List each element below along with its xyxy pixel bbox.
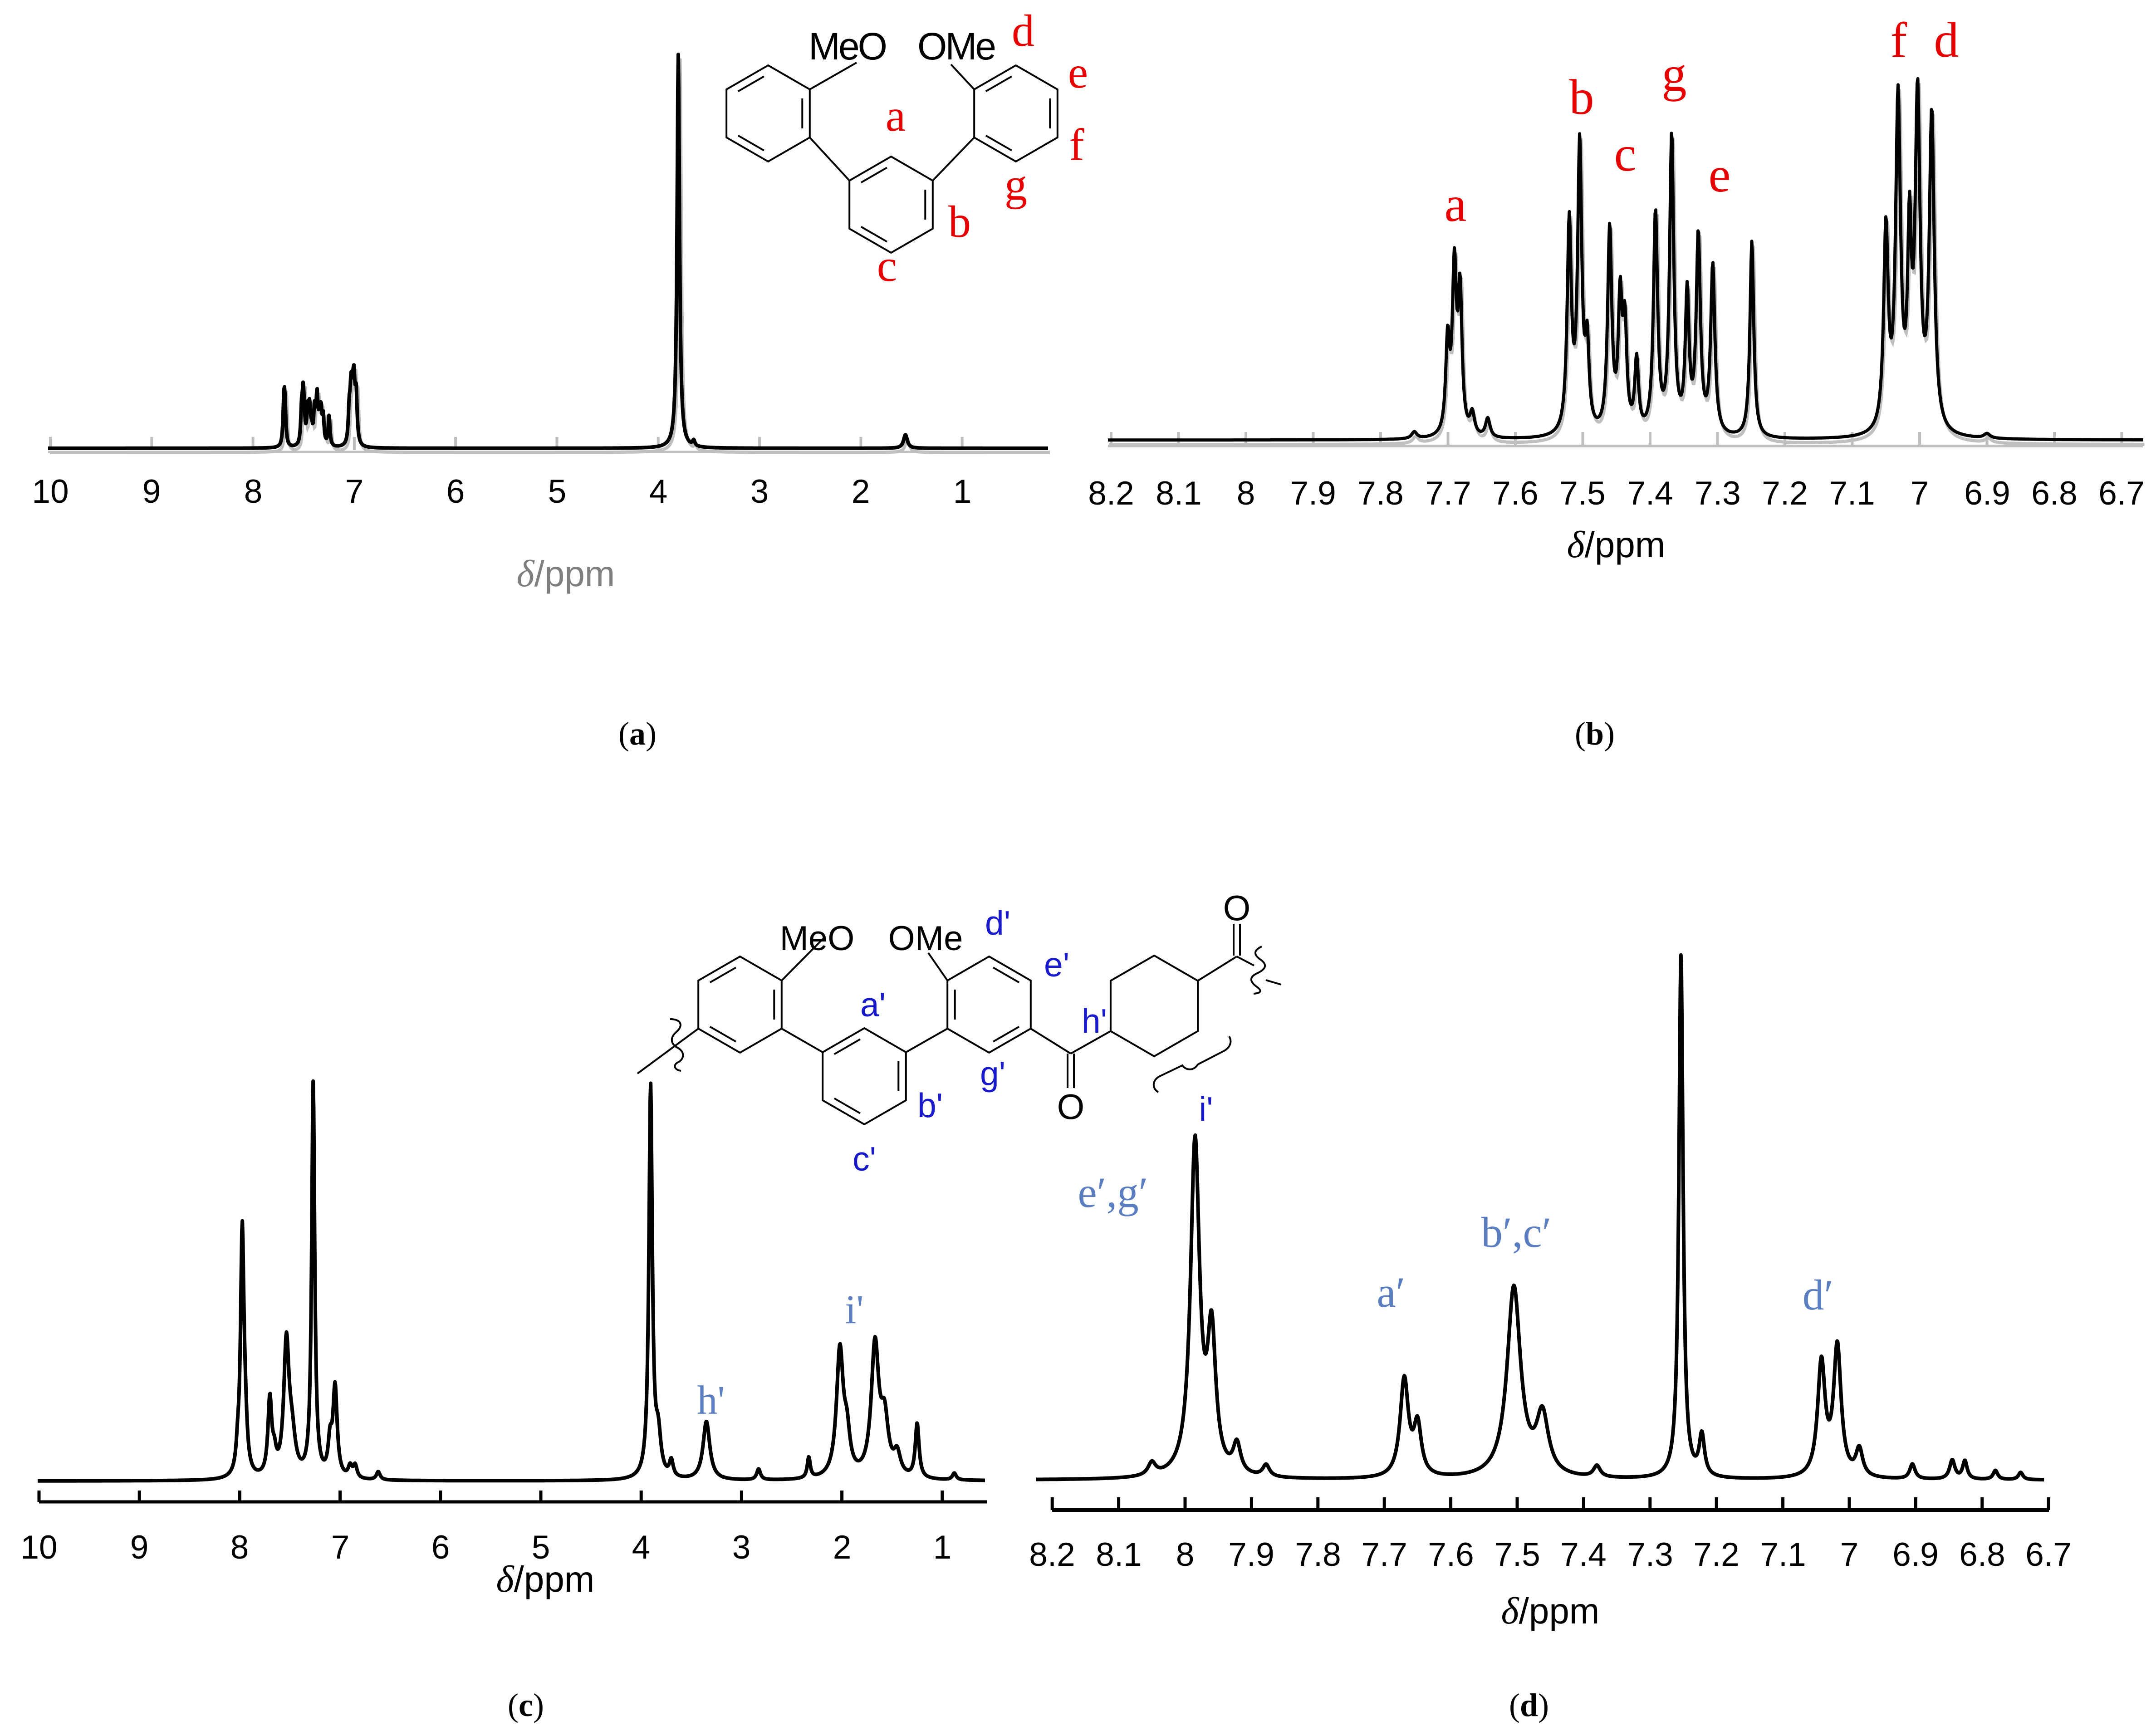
svg-text:7.7: 7.7 [1425, 475, 1471, 512]
svg-text:b': b' [917, 1086, 943, 1124]
svg-text:(b): (b) [1575, 716, 1615, 752]
svg-text:6: 6 [431, 1529, 450, 1566]
svg-text:7.6: 7.6 [1428, 1536, 1474, 1573]
svg-text:8: 8 [1237, 475, 1255, 512]
svg-text:2: 2 [852, 473, 870, 510]
svg-text:7.8: 7.8 [1295, 1536, 1341, 1573]
svg-text:h': h' [1082, 1002, 1107, 1040]
svg-text:7.3: 7.3 [1695, 475, 1740, 512]
svg-text:f: f [1069, 119, 1084, 170]
svg-text:7: 7 [1840, 1536, 1859, 1573]
svg-text:6.9: 6.9 [1892, 1536, 1938, 1573]
svg-text:4: 4 [632, 1529, 651, 1566]
svg-text:d: d [1012, 5, 1034, 56]
svg-text:d: d [1934, 12, 1959, 68]
svg-text:δ/ppm: δ/ppm [1501, 1590, 1600, 1632]
svg-text:b: b [1569, 69, 1594, 125]
svg-text:7: 7 [331, 1529, 350, 1566]
svg-text:(a): (a) [618, 716, 657, 752]
svg-text:e: e [1068, 47, 1088, 98]
svg-text:d': d' [985, 904, 1010, 942]
svg-text:3: 3 [732, 1529, 751, 1566]
svg-text:a': a' [860, 986, 886, 1024]
svg-text:8.2: 8.2 [1029, 1536, 1075, 1573]
svg-text:6.7: 6.7 [2098, 475, 2144, 512]
svg-text:7.6: 7.6 [1492, 475, 1538, 512]
svg-text:8.1: 8.1 [1156, 475, 1201, 512]
svg-text:7.5: 7.5 [1559, 475, 1605, 512]
svg-text:MeO: MeO [808, 25, 886, 68]
svg-text:6.9: 6.9 [1964, 475, 2010, 512]
svg-text:a: a [1445, 177, 1467, 232]
svg-text:i': i' [1199, 1090, 1213, 1128]
svg-text:7.2: 7.2 [1693, 1536, 1739, 1573]
svg-text:5: 5 [548, 473, 567, 510]
svg-text:b′,c′: b′,c′ [1481, 1208, 1552, 1256]
svg-text:OMe: OMe [917, 25, 995, 68]
svg-text:h': h' [697, 1378, 725, 1423]
svg-text:7.9: 7.9 [1228, 1536, 1274, 1573]
svg-text:7.4: 7.4 [1560, 1536, 1606, 1573]
svg-text:g: g [1662, 46, 1687, 102]
svg-text:5: 5 [532, 1529, 550, 1566]
svg-text:6.8: 6.8 [2031, 475, 2077, 512]
svg-text:6: 6 [446, 473, 465, 510]
svg-text:i': i' [845, 1287, 863, 1332]
svg-text:6.8: 6.8 [1959, 1536, 2005, 1573]
svg-text:8.2: 8.2 [1088, 475, 1134, 512]
svg-text:7: 7 [1911, 475, 1929, 512]
svg-text:δ/ppm: δ/ppm [1567, 524, 1666, 566]
svg-text:9: 9 [142, 473, 161, 510]
svg-text:2: 2 [833, 1529, 852, 1566]
svg-text:10: 10 [32, 473, 69, 510]
svg-text:8: 8 [1176, 1536, 1195, 1573]
svg-text:g': g' [980, 1054, 1005, 1093]
svg-text:7.4: 7.4 [1627, 475, 1673, 512]
svg-text:(c): (c) [508, 1687, 544, 1723]
svg-text:δ/ppm: δ/ppm [496, 1558, 595, 1600]
svg-text:O: O [1057, 1087, 1085, 1127]
svg-text:7.3: 7.3 [1627, 1536, 1673, 1573]
svg-text:7.9: 7.9 [1290, 475, 1336, 512]
svg-text:c: c [877, 240, 897, 291]
svg-text:10: 10 [20, 1529, 57, 1566]
svg-text:1: 1 [933, 1529, 952, 1566]
svg-text:c': c' [853, 1140, 876, 1178]
svg-text:b: b [948, 196, 971, 247]
svg-text:δ/ppm: δ/ppm [517, 553, 615, 595]
svg-text:a′: a′ [1377, 1268, 1406, 1316]
svg-text:O: O [1223, 888, 1251, 928]
svg-text:c: c [1614, 126, 1637, 181]
svg-text:6.7: 6.7 [2025, 1536, 2071, 1573]
svg-text:8.1: 8.1 [1096, 1536, 1142, 1573]
svg-text:7.8: 7.8 [1357, 475, 1403, 512]
svg-text:f: f [1891, 12, 1907, 68]
svg-text:d′: d′ [1803, 1271, 1833, 1319]
svg-text:e: e [1709, 147, 1731, 202]
svg-text:e': e' [1044, 946, 1069, 984]
svg-text:7.1: 7.1 [1829, 475, 1875, 512]
svg-text:7: 7 [345, 473, 364, 510]
svg-text:OMe: OMe [888, 919, 963, 958]
svg-text:3: 3 [750, 473, 769, 510]
svg-text:(d): (d) [1509, 1687, 1549, 1723]
svg-text:1: 1 [953, 473, 972, 510]
svg-text:8: 8 [244, 473, 263, 510]
svg-text:7.2: 7.2 [1762, 475, 1808, 512]
svg-text:4: 4 [649, 473, 668, 510]
svg-text:7.1: 7.1 [1760, 1536, 1806, 1573]
svg-text:a: a [886, 90, 906, 141]
svg-text:7.7: 7.7 [1361, 1536, 1407, 1573]
svg-text:7.5: 7.5 [1494, 1536, 1540, 1573]
svg-text:e′,g′: e′,g′ [1078, 1168, 1148, 1216]
svg-text:g: g [1004, 159, 1027, 210]
svg-text:8: 8 [230, 1529, 249, 1566]
svg-text:9: 9 [130, 1529, 149, 1566]
svg-text:MeO: MeO [780, 919, 855, 958]
